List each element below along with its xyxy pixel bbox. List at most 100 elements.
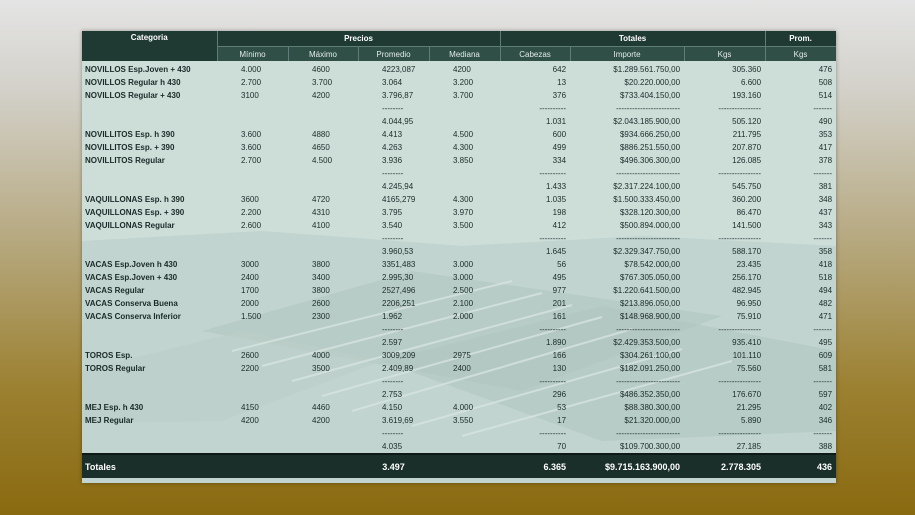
maximo-cell: 4.500 [312,156,333,165]
maximo-cell: 3.700 [312,78,333,87]
header-cabezas: Cabezas [500,46,571,61]
cabezas-cell: ---------- [539,104,567,113]
maximo-cell [288,102,358,115]
category-cell: MEJ Esp. h 430 [85,403,144,412]
promedio-cell: 3.064 [382,78,403,87]
minimo-cell: 1.500 [241,312,262,321]
minimo-cell: 4150 [241,403,259,412]
minimo-cell [217,167,288,180]
promedio-cell: 4.413 [382,130,403,139]
minimo-cell: 3.600 [241,143,262,152]
header-prom: Prom. [765,31,836,47]
category-cell [82,375,217,388]
cabezas-cell: 977 [552,286,567,295]
importe-cell: ------------------------ [616,234,681,243]
kgs-cell: 21.295 [736,403,762,412]
table-row: VACAS Esp.Joven h 430 3000 3800 3351,483 3.0… [82,258,836,271]
prom-kgs-cell: ------- [813,169,833,178]
prom-kgs-cell: 514 [818,91,833,100]
category-cell [82,232,217,245]
cabezas-cell: 1.035 [546,195,567,204]
cabezas-cell: 334 [552,156,567,165]
kgs-cell: ---------------- [718,104,762,113]
kgs-cell: 360.200 [732,195,762,204]
cabezas-cell: 13 [557,78,567,87]
table-row: 4.035 70 $109.700.300,00 27.185 388 [82,440,836,454]
kgs-cell: 211.795 [732,130,762,139]
kgs-cell: 75.560 [736,364,762,373]
kgs-cell: ---------------- [718,429,762,438]
prom-kgs-cell: 437 [818,208,833,217]
importe-cell: $1.220.641.500,00 [613,286,681,295]
kgs-cell: 588.170 [732,247,762,256]
maximo-cell: 4100 [312,221,330,230]
prom-kgs-cell: ------- [813,325,833,334]
mediana-cell: 4200 [453,65,471,74]
category-cell: VAQUILLONAS Esp. h 390 [85,195,185,204]
mediana-cell [429,180,500,193]
maximo-cell: 4720 [312,195,330,204]
prom-kgs-cell: 402 [818,403,833,412]
importe-cell: $767.305.050,00 [619,273,681,282]
table-row: VAQUILLONAS Esp. + 390 2.200 4310 3.795 3.97… [82,206,836,219]
minimo-cell [217,102,288,115]
prom-kgs-cell: 343 [818,221,833,230]
cabezas-cell: 1.645 [546,247,567,256]
kgs-cell: 505.120 [732,117,762,126]
header-column-row: Mínimo Máximo Promedio Mediana Cabezas I… [82,46,836,61]
prom-kgs-cell: 495 [818,338,833,347]
cabezas-cell: 296 [552,390,567,399]
importe-cell: $886.251.550,00 [619,143,681,152]
importe-cell: ------------------------ [616,104,681,113]
maximo-cell [288,388,358,401]
importe-cell: $78.542.000,00 [624,260,681,269]
maximo-cell: 2300 [312,312,330,321]
kgs-cell: 482.945 [732,286,762,295]
promedio-cell: 2527,496 [382,286,416,295]
cabezas-cell: 376 [552,91,567,100]
cabezas-cell: 495 [552,273,567,282]
table-row: NOVILLITOS Esp. h 390 3.600 4880 4.413 4.500… [82,128,836,141]
kgs-cell: 176.670 [732,390,762,399]
maximo-cell [288,375,358,388]
minimo-cell [217,232,288,245]
maximo-cell [288,232,358,245]
promedio-cell: -------- [382,325,404,334]
category-cell: MEJ Regular [85,416,134,425]
importe-cell: $2.043.185.900,00 [613,117,681,126]
importe-cell: $496.306.300,00 [619,156,681,165]
category-cell: VACAS Conserva Buena [85,299,178,308]
category-cell [82,167,217,180]
kgs-cell: 27.185 [736,442,762,451]
category-cell: NOVILLOS Esp.Joven + 430 [85,65,191,74]
promedio-cell: 3.795 [382,208,403,217]
minimo-cell: 2.700 [241,156,262,165]
maximo-cell: 4460 [312,403,330,412]
cabezas-cell: 17 [557,416,567,425]
promedio-cell: 4.035 [382,442,403,451]
prom-kgs-cell: 508 [818,78,833,87]
table-row: VACAS Conserva Buena 2000 2600 2206,251 2.10… [82,297,836,310]
header-totales: Totales [500,31,766,47]
category-cell: TOROS Esp. [85,351,133,360]
importe-cell: $2.317.224.100,00 [613,182,681,191]
table-row: NOVILLITOS Regular 2.700 4.500 3.936 3.850 33… [82,154,836,167]
importe-cell: $934.666.250,00 [619,130,681,139]
category-cell [82,388,217,401]
cabezas-cell: 642 [552,65,567,74]
minimo-cell: 4.000 [241,65,262,74]
promedio-cell: -------- [382,104,404,113]
cabezas-cell: 70 [557,442,567,451]
maximo-cell: 3500 [312,364,330,373]
table-row: -------- ---------- ----------------------… [82,232,836,245]
mediana-cell [429,245,500,258]
importe-cell: $2.329.347.750,00 [613,247,681,256]
kgs-cell: ---------------- [718,234,762,243]
table-row: -------- ---------- ----------------------… [82,375,836,388]
maximo-cell: 4000 [312,351,330,360]
maximo-cell: 4200 [312,91,330,100]
category-cell [82,323,217,336]
promedio-cell: 3.936 [382,156,403,165]
mediana-cell: 2400 [453,364,471,373]
importe-cell: $486.352.350,00 [619,390,681,399]
